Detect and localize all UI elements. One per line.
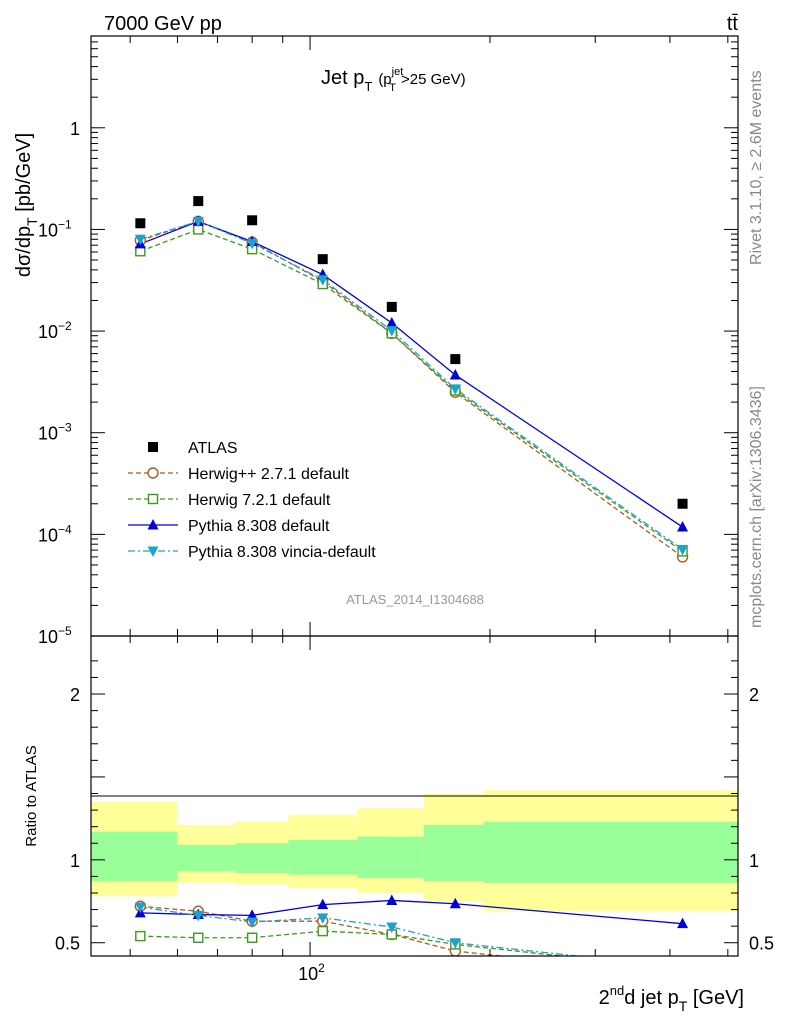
band-inner-2 [235, 843, 289, 874]
legend-marker-4 [147, 546, 159, 557]
ratio-y-axis-label: Ratio to ATLAS [23, 745, 40, 846]
data-point-s0-p0 [135, 218, 146, 229]
ratio-point-s2-p2 [246, 909, 258, 920]
data-point-s4-p2 [246, 238, 258, 250]
ratio-point-s1-p2 [246, 932, 258, 943]
y-tick-label-0: 1 [70, 119, 80, 139]
data-point-s3-p4 [386, 317, 398, 328]
y-tick-label-2: 10−2 [38, 319, 72, 342]
ratio-point-s1-p0 [135, 930, 146, 942]
ratio-point-s3-p2 [246, 917, 258, 929]
data-point-s3-p5 [449, 368, 461, 380]
main-axes: 1 10−1 10−2 10−3 10−4 10−5 [38, 35, 739, 647]
ratio-point-s2-p6 [677, 917, 689, 929]
chart-title: Jet pT (pjet T >25 GeV) [321, 66, 466, 94]
ratio-y-tick-label-right-2: 0.5 [749, 934, 774, 954]
data-point-s4-p0 [134, 234, 146, 246]
x-axis-label: 2ndd jet pT [GeV] [599, 983, 744, 1014]
legend-label-1: Herwig++ 2.7.1 default [188, 466, 350, 483]
legend-label-0: ATLAS [188, 440, 238, 457]
ratio-series-markers [134, 894, 689, 956]
data-point-s0-p5 [450, 354, 461, 365]
data-point-s0-p3 [317, 254, 328, 265]
y-tick-label-3: 10−3 [38, 421, 72, 444]
data-point-s4-p3 [317, 275, 329, 286]
data-point-s0-p2 [247, 215, 258, 226]
ratio-axes: 102 2 2 1 1 0.5 0.5 [55, 635, 774, 984]
energy-label: 7000 GeV pp [104, 13, 222, 35]
uncertainty-bands [91, 790, 738, 912]
ratio-y-tick-label-left-2: 0.5 [55, 934, 80, 954]
band-inner-3 [288, 839, 358, 875]
ratio-y-tick-label-right-0: 2 [749, 685, 759, 705]
ratio-panel: 102 2 2 1 1 0.5 0.5 Ratio to ATLAS 2ndd jet pT… [23, 635, 774, 1014]
y-tick-label-4: 10−4 [38, 522, 72, 545]
data-point-s4-p5 [449, 384, 461, 395]
ratio-frame [90, 635, 739, 957]
ratio-point-s1-p3 [317, 925, 328, 937]
ratio-series-lines [140, 899, 683, 956]
mcplots-label: mcplots.cern.ch [arXiv:1306.3436] [748, 386, 765, 628]
band-inner-1 [177, 844, 236, 872]
ratio-y-tick-label-left-1: 1 [70, 851, 80, 871]
x-tick-label-0: 102 [298, 961, 325, 984]
data-point-s4-p1 [192, 216, 204, 228]
data-point-s0-p1 [193, 196, 204, 207]
legend-marker-2 [147, 493, 159, 505]
ratio-point-s3-p4 [386, 922, 398, 933]
ratio-line-1 [140, 930, 568, 956]
ratio-point-s2-p3 [317, 898, 329, 910]
ratio-point-s3-p0 [134, 902, 146, 914]
process-label: tt̄ [727, 13, 739, 35]
main-y-axis-label: dσ/dpT [pb/GeV] [13, 133, 40, 277]
legend-marker-3 [147, 519, 159, 530]
y-tick-label-5: 10−5 [38, 624, 72, 647]
ratio-point-s3-p5 [449, 938, 461, 949]
ratio-point-s3-p1 [192, 910, 204, 922]
data-point-s0-p6 [677, 498, 688, 509]
main-panel: 1 10−1 10−2 10−3 10−4 10−5 Jet pT (pjet T >25 Ge… [13, 35, 739, 647]
ratio-point-s3-p3 [317, 913, 329, 924]
ratio-y-tick-label-right-1: 1 [749, 851, 759, 871]
rivet-version-label: Rivet 3.1.10, ≥ 2.6M events [748, 70, 765, 265]
analysis-id-label: ATLAS_2014_I1304688 [346, 592, 484, 607]
band-inner-6 [483, 821, 738, 884]
data-point-s3-p6 [677, 521, 689, 532]
legend-label-2: Herwig 7.2.1 default [188, 492, 331, 509]
y-tick-label-1: 10−1 [38, 217, 72, 240]
ratio-point-s2-p4 [386, 894, 398, 905]
data-point-s4-p4 [386, 326, 398, 337]
band-inner-5 [423, 825, 484, 882]
legend-marker-1 [147, 467, 159, 479]
ratio-point-s2-p5 [449, 897, 461, 909]
legend-marker-0 [148, 442, 158, 452]
data-point-s0-p4 [386, 301, 397, 312]
band-inner-4 [357, 836, 424, 879]
legend-label-3: Pythia 8.308 default [188, 518, 330, 535]
legend: ATLAS Herwig++ 2.7.1 default Herwig 7.2.1 … [128, 440, 376, 561]
ratio-point-s1-p1 [193, 932, 204, 943]
data-point-s4-p6 [677, 544, 689, 556]
main-series-markers [134, 196, 689, 563]
band-inner-0 [91, 831, 178, 882]
legend-label-4: Pythia 8.308 vincia-default [188, 544, 376, 561]
ratio-y-tick-label-left-0: 2 [70, 685, 80, 705]
